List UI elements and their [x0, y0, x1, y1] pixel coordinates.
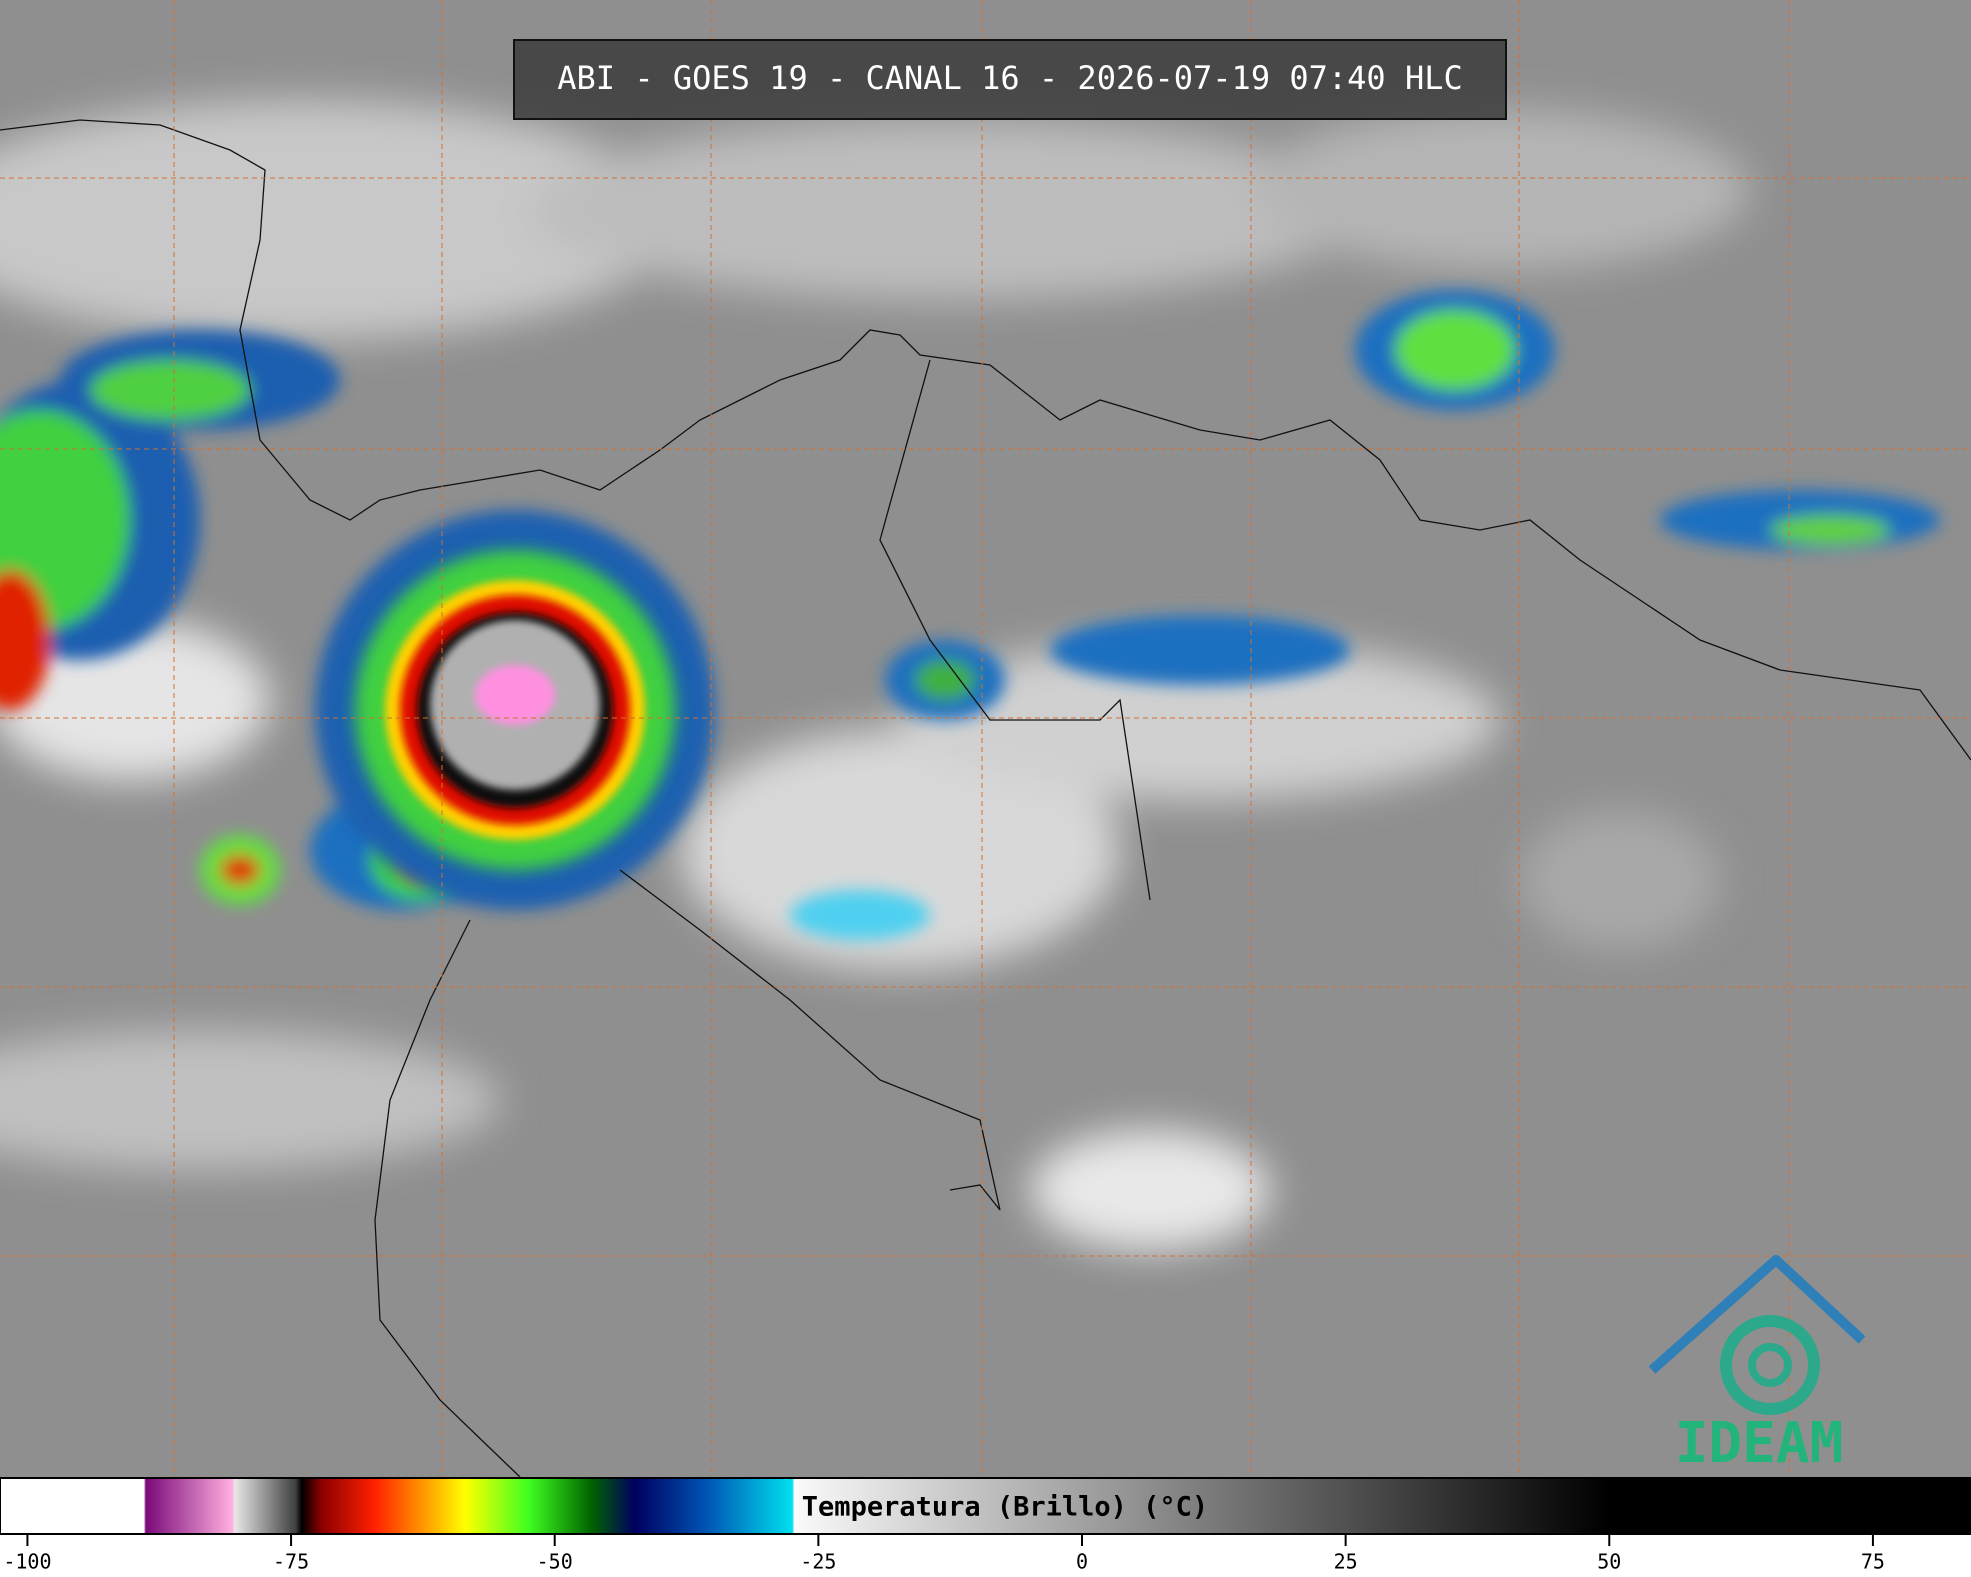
title: ABI - GOES 19 - CANAL 16 - 2026-07-19 07…: [557, 59, 1462, 97]
colorbar-label: Temperatura (Brillo) (°C): [802, 1492, 1208, 1523]
tick-label: 25: [1334, 1550, 1358, 1574]
title-box: ABI - GOES 19 - CANAL 16 - 2026-07-19 07…: [513, 39, 1507, 120]
tick-label: 75: [1861, 1550, 1885, 1574]
storm: [315, 510, 715, 910]
tick-label: -25: [800, 1550, 836, 1574]
tick-label: -75: [273, 1550, 309, 1574]
logo-text: IDEAM: [1675, 1411, 1844, 1476]
colorbar-ticks: -100 -75 -50 -25 0 25 50 75: [3, 1534, 1885, 1574]
colorbar: [0, 1477, 1971, 1535]
convection: [0, 290, 1940, 940]
clouds: [0, 100, 1750, 1250]
coastlines: [0, 119, 1971, 1478]
tick-label: -100: [3, 1550, 51, 1574]
tick-label: -50: [537, 1550, 573, 1574]
tick-label: 0: [1076, 1550, 1088, 1574]
logo: IDEAM: [1648, 1255, 1866, 1476]
tick-label: 50: [1597, 1550, 1621, 1574]
graticule: [0, 0, 1971, 1477]
